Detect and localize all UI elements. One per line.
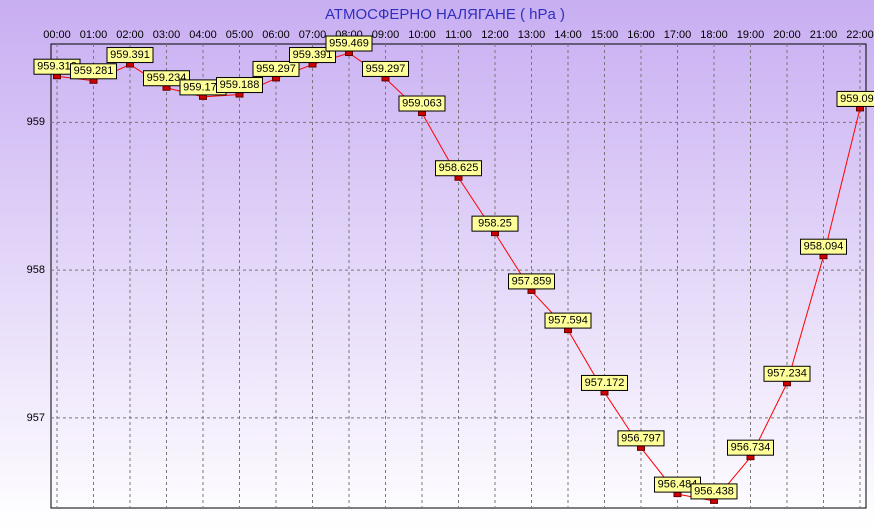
x-tick-label: 03:00 [153,29,181,41]
data-label: 959.297 [256,63,296,75]
data-label: 959.234 [147,72,187,84]
y-tick-label: 958 [27,264,45,276]
label-box [690,483,738,500]
label-box [581,374,628,391]
x-tick-label: 22:00 [846,29,874,41]
x-tick-label: 02:00 [116,29,144,41]
x-tick-label: 12:00 [481,29,509,41]
data-label: 959.391 [293,49,333,61]
label-box [471,215,519,232]
data-label: 956.797 [621,432,661,444]
data-label: 957.172 [585,377,625,389]
label-box [216,77,263,94]
label-box [727,439,774,456]
data-label: 959.172 [183,81,223,93]
data-label: 959.188 [220,79,260,91]
label-box [325,35,373,52]
label-box [143,70,190,87]
data-label: 956.734 [731,442,771,454]
label-box [508,273,555,290]
x-tick-label: 05:00 [226,29,254,41]
data-label: 957.859 [512,275,552,287]
label-box [289,47,336,64]
x-tick-label: 01:00 [80,29,108,41]
x-tick-label: 14:00 [554,29,582,41]
label-box [617,430,665,447]
x-tick-label: 21:00 [810,29,838,41]
x-tick-label: 10:00 [408,29,436,41]
x-tick-label: 11:00 [445,29,472,41]
label-box [252,60,300,77]
chart-title: АТМОСФЕРНО НАЛЯГАНЕ ( hPa ) [325,6,565,23]
x-tick-label: 07:00 [299,29,327,41]
label-box [836,90,874,107]
data-label: 959.063 [402,97,442,109]
label-box [362,60,409,77]
x-tick-label: 09:00 [372,29,400,41]
data-label: 959.469 [329,37,369,49]
x-tick-label: 15:00 [591,29,619,41]
data-label: 959.094 [840,93,874,105]
x-tick-label: 06:00 [262,29,290,41]
x-tick-label: 18:00 [700,29,728,41]
y-tick-label: 957 [27,412,45,424]
data-label: 959.281 [74,65,114,77]
x-tick-label: 17:00 [664,29,692,41]
data-label: 959.297 [366,63,406,75]
y-tick-label: 959 [27,116,45,128]
x-tick-label: 04:00 [189,29,217,41]
label-box [398,95,446,112]
data-label: 958.625 [439,162,479,174]
data-label: 956.484 [658,479,698,491]
label-box [763,365,811,382]
data-label: 957.234 [767,368,807,380]
data-label: 958.094 [804,241,844,253]
data-label: 958.25 [478,218,512,230]
data-label: 959.391 [110,49,150,61]
x-tick-label: 13:00 [518,29,546,41]
label-box [106,47,154,64]
label-box [70,63,117,80]
data-label: 959.312 [37,61,77,73]
label-box [544,312,592,329]
x-tick-label: 00:00 [43,29,71,41]
label-box [435,160,482,177]
label-box [800,238,847,255]
data-label: 956.438 [694,485,734,497]
x-tick-label: 16:00 [627,29,655,41]
x-tick-label: 19:00 [737,29,765,41]
data-label: 957.594 [548,314,588,326]
x-tick-label: 20:00 [773,29,801,41]
